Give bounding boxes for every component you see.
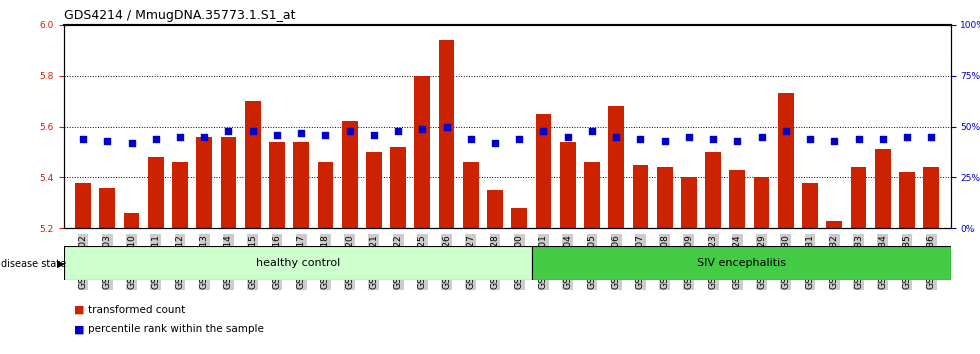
Point (706, 136, 721, 142)
Point (439, 124, 455, 130)
Point (899, 134, 914, 139)
Point (875, 136, 891, 142)
Bar (245, 101, 261, 228)
Bar (923, 167, 939, 228)
Bar (657, 167, 672, 228)
Point (681, 134, 697, 139)
Point (923, 134, 939, 139)
Bar (366, 152, 382, 228)
Point (148, 136, 164, 142)
Point (342, 128, 358, 133)
Point (75, 136, 91, 142)
Bar (196, 137, 212, 228)
Point (560, 134, 575, 139)
Bar (220, 137, 236, 228)
Point (729, 138, 745, 144)
Point (609, 134, 624, 139)
Bar (99, 188, 116, 228)
Point (851, 136, 866, 142)
Point (487, 140, 503, 145)
Bar (609, 106, 624, 228)
Bar (172, 162, 188, 228)
Bar (64, 246, 532, 280)
Text: ■: ■ (74, 305, 84, 315)
Bar (632, 165, 649, 228)
Bar (293, 142, 309, 228)
Point (584, 128, 600, 133)
Point (803, 136, 818, 142)
Point (463, 136, 478, 142)
Bar (584, 162, 600, 228)
Bar (706, 152, 721, 228)
Text: disease state: disease state (1, 259, 66, 269)
Bar (851, 167, 866, 228)
Bar (512, 208, 527, 228)
Bar (75, 183, 91, 228)
Point (512, 136, 527, 142)
Point (220, 128, 236, 133)
Point (123, 140, 139, 145)
Bar (560, 142, 575, 228)
Bar (318, 162, 333, 228)
Text: healthy control: healthy control (256, 258, 340, 268)
Bar (536, 114, 552, 228)
Bar (803, 183, 818, 228)
Point (245, 128, 261, 133)
Bar (532, 246, 951, 280)
Bar (487, 190, 503, 228)
Text: ▶: ▶ (57, 259, 65, 269)
Point (632, 136, 648, 142)
Bar (899, 172, 915, 228)
Bar (439, 40, 455, 228)
Bar (729, 170, 745, 228)
Bar (826, 221, 842, 228)
Bar (123, 213, 139, 228)
Point (367, 132, 382, 137)
Bar (754, 177, 769, 228)
Point (826, 138, 842, 144)
Point (657, 138, 672, 144)
Bar (463, 162, 478, 228)
Point (293, 130, 309, 136)
Bar (415, 76, 430, 228)
Text: GDS4214 / MmugDNA.35773.1.S1_at: GDS4214 / MmugDNA.35773.1.S1_at (64, 9, 295, 22)
Point (778, 128, 794, 133)
Point (100, 138, 116, 144)
Point (415, 126, 430, 131)
Bar (390, 147, 406, 228)
Point (390, 128, 406, 133)
Text: transformed count: transformed count (88, 305, 185, 315)
Point (196, 134, 212, 139)
Text: SIV encephalitis: SIV encephalitis (697, 258, 786, 268)
Bar (681, 177, 697, 228)
Point (318, 132, 333, 137)
Point (172, 134, 188, 139)
Bar (778, 93, 794, 228)
Bar (270, 142, 285, 228)
Text: ■: ■ (74, 324, 84, 334)
Bar (875, 149, 891, 228)
Bar (342, 121, 358, 228)
Text: percentile rank within the sample: percentile rank within the sample (88, 324, 264, 334)
Point (536, 128, 552, 133)
Point (270, 132, 285, 137)
Bar (148, 157, 164, 228)
Point (754, 134, 769, 139)
